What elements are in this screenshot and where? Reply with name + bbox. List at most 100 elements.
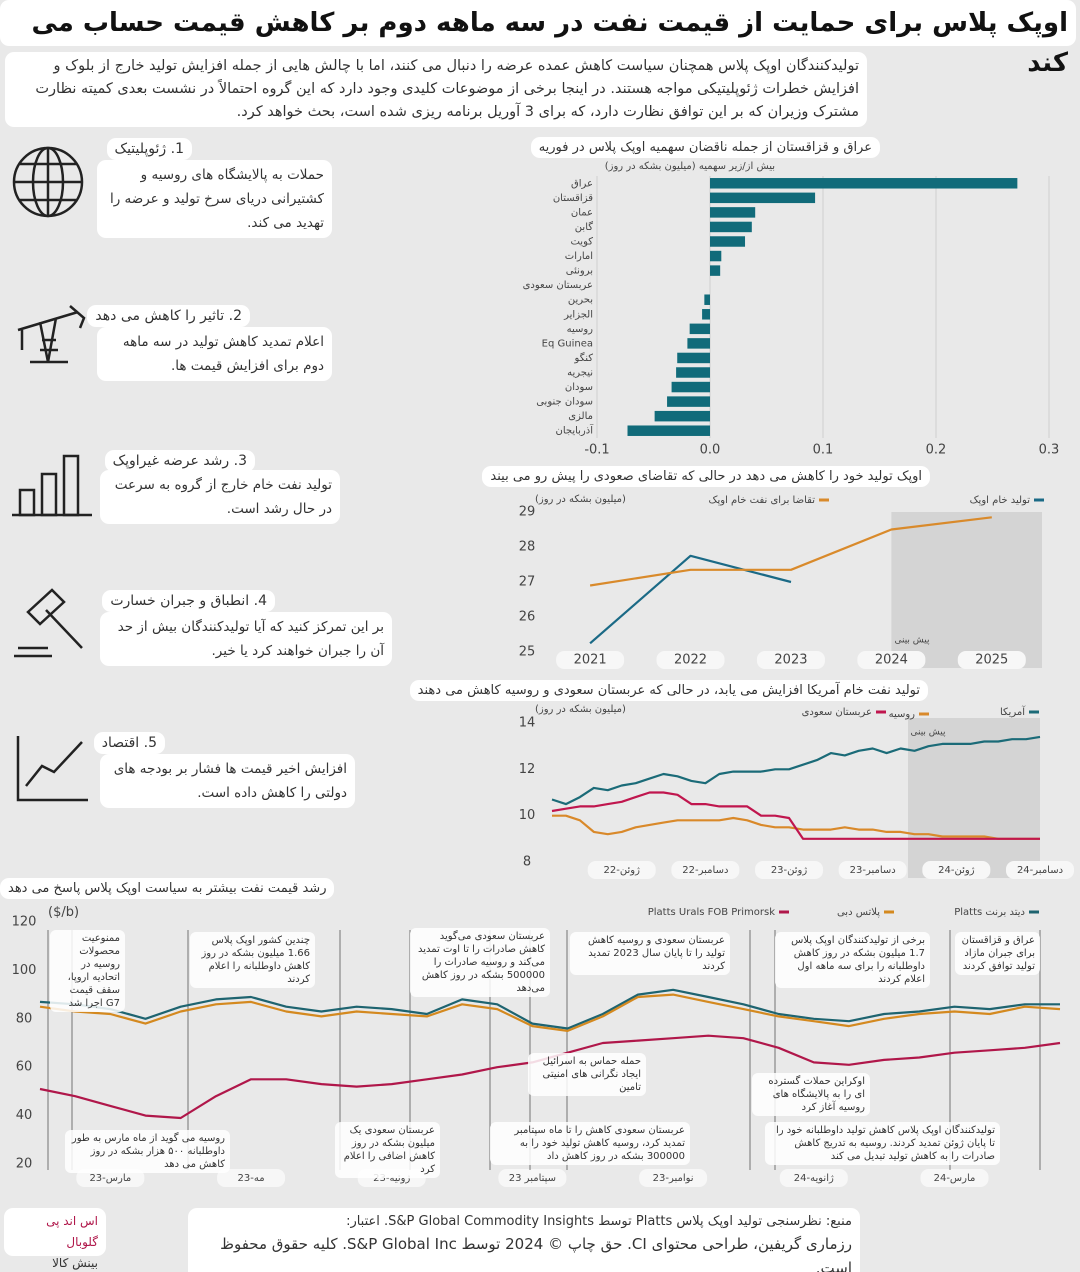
unit-label: (میلیون بشکه در روز): [535, 704, 626, 715]
x-tick-label: 0.1: [813, 443, 834, 458]
bar: [710, 192, 816, 204]
chart-title: عراق و قزاقستان از جمله ناقضان سهمیه اوپ…: [530, 137, 880, 158]
bar: [677, 352, 710, 364]
bar: [671, 381, 710, 393]
annotation: عراق و قزاقستان برای جبران مازاد تولید ت…: [955, 932, 1040, 975]
y-tick-label: 14: [519, 716, 536, 731]
x-label-bg: [217, 1169, 286, 1187]
y-tick-label: 20: [16, 1157, 33, 1172]
x-tick-label: 0.2: [926, 443, 947, 458]
globe-icon: [12, 146, 84, 218]
y-tick-label: 25: [519, 645, 536, 660]
section-heading: 5. اقتصاد: [93, 732, 165, 754]
credit: رزماری گریفین، طراحی محتوای CI. حق چاپ ©…: [220, 1235, 852, 1272]
y-tick-label: 29: [519, 505, 536, 520]
x-tick-label: مارس-23: [89, 1173, 131, 1184]
section-text: اعلام تمدید کاهش تولید در سه ماهه دوم بر…: [97, 327, 332, 381]
x-tick-label: مه-23: [238, 1173, 265, 1184]
bar: [702, 309, 710, 320]
icons: [12, 146, 92, 802]
category-label: امارات: [565, 251, 593, 262]
legend-label: عربستان سعودی: [802, 707, 872, 718]
x-tick-label: ژوئیه-23: [373, 1173, 410, 1184]
bar: [704, 294, 710, 305]
annotation: عربستان سعودی می‌گوید کاهش صادرات را تا …: [410, 928, 550, 997]
x-tick-label: 2021: [574, 653, 607, 668]
series-line: [39, 988, 1060, 1030]
legend-label: تولید خام اوپک: [970, 495, 1031, 506]
x-tick-label: 0.3: [1039, 443, 1060, 458]
chart-title: اوپک تولید خود را کاهش می دهد در حالی که…: [482, 466, 930, 487]
annotation: اوکراین حملات گسترده ای را به پالایشگاه …: [752, 1073, 870, 1116]
legend-label: آمریکا: [1000, 705, 1026, 718]
y-tick-label: 80: [16, 1011, 33, 1026]
x-label-bg: [639, 1169, 708, 1187]
chart-title: تولید نفت خام آمریکا افزایش می یابد، در …: [409, 680, 928, 701]
x-tick-label: 2024: [875, 653, 908, 668]
x-label-bg: [857, 651, 926, 669]
bar: [687, 338, 710, 349]
annotation: ممنوعیت محصولات روسیه در اتحادیه اروپا، …: [50, 930, 125, 1012]
annotation: عربستان سعودی یک میلیون بشکه در روز کاهش…: [335, 1122, 440, 1178]
legend-label: تقاضا برای نفت خام اوپک: [709, 495, 816, 506]
annotation: عربستان سعودی و روسیه کاهش تولید را تا پ…: [570, 932, 730, 975]
chart-title: رشد قیمت نفت بیشتر به سیاست اوپک پلاس پا…: [0, 878, 335, 899]
x-label-bg: [556, 651, 625, 669]
section-heading: 4. انطباق و جبران خسارت: [102, 590, 275, 612]
x-label-bg: [1006, 861, 1074, 879]
bar: [627, 425, 710, 436]
bar: [710, 250, 722, 262]
category-label: الجزایر: [563, 309, 593, 320]
source: منبع: نظرسنجی تولید اوپک پلاس Platts توس…: [346, 1214, 852, 1229]
annotation: چندین کشور اوپک پلاس 1.66 میلیون بشکه در…: [190, 932, 315, 988]
x-tick-label: 23 سپتامبر: [509, 1173, 556, 1184]
category-label: عراق: [571, 178, 593, 189]
x-tick-label: 2025: [975, 653, 1008, 668]
x-label-bg: [922, 861, 991, 879]
category-label: برونئی: [566, 266, 593, 277]
legend-label: Platts Urals FOB Primorsk: [648, 907, 775, 918]
x-tick-label: 2023: [774, 653, 807, 668]
y-tick-label: 12: [519, 762, 536, 777]
annotation: تولیدکنندگان اوپک پلاس کاهش تولید داوطلب…: [765, 1122, 1000, 1165]
x-tick-label: 0.0: [700, 443, 721, 458]
category-label: مالزی: [568, 411, 593, 422]
y-tick-label: 27: [519, 575, 536, 590]
page-title: اوپک پلاس برای حمایت از قیمت نفت در سه م…: [0, 0, 1076, 78]
x-label-bg: [587, 861, 656, 879]
category-label: Eq Guinea: [542, 338, 593, 349]
oil-pump-icon: [17, 305, 86, 364]
y-tick-label: 28: [519, 540, 536, 555]
annotation: برخی از تولیدکنندگان اوپک پلاس 1.7 میلیو…: [775, 932, 930, 988]
category-label: نیجریه: [567, 368, 593, 379]
category-label: کویت: [570, 237, 593, 248]
x-label-bg: [957, 651, 1026, 669]
x-label-bg: [498, 1169, 567, 1187]
category-label: گابن: [575, 221, 593, 233]
y-tick-label: 8: [523, 855, 531, 870]
x-tick-label: ژانویه-24: [794, 1173, 834, 1184]
y-tick-label: 100: [12, 963, 37, 978]
x-label-bg: [76, 1169, 145, 1187]
x-tick-label: 2022: [674, 653, 707, 668]
section-heading: 3. رشد عرضه غیراوپک: [104, 450, 255, 472]
bar: [710, 221, 752, 233]
x-label-bg: [671, 861, 740, 879]
x-label-bg: [656, 651, 725, 669]
x-tick-label: دسامبر-24: [1017, 865, 1063, 876]
y-tick-label: 26: [519, 610, 536, 625]
x-label-bg: [920, 1169, 989, 1187]
y-tick-label: 40: [16, 1108, 33, 1123]
section-heading: 2. تاثیر را کاهش می دهد: [87, 305, 250, 327]
intro: تولیدکنندگان اوپک پلاس همچنان سیاست کاهش…: [5, 52, 867, 127]
bar: [710, 207, 756, 218]
section-heading: 1. ژئوپلیتیک: [106, 138, 192, 160]
series-line: [551, 791, 1040, 840]
legend-label: روسیه: [889, 709, 916, 720]
bar: [667, 396, 710, 407]
annotation: حمله حماس به اسرائیل ایجاد نگرانی های ام…: [528, 1053, 646, 1096]
x-tick-label: نوامبر-23: [653, 1173, 694, 1184]
bar-icon: [12, 454, 92, 517]
bar: [710, 236, 746, 247]
